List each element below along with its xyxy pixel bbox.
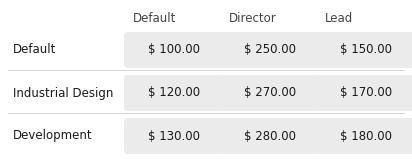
Text: $ 180.00: $ 180.00	[340, 129, 392, 142]
Text: Director: Director	[229, 11, 277, 24]
FancyBboxPatch shape	[316, 32, 412, 68]
FancyBboxPatch shape	[220, 118, 320, 154]
Text: $ 150.00: $ 150.00	[340, 44, 392, 56]
FancyBboxPatch shape	[316, 75, 412, 111]
Text: $ 270.00: $ 270.00	[244, 86, 296, 100]
Text: $ 100.00: $ 100.00	[148, 44, 200, 56]
FancyBboxPatch shape	[124, 32, 224, 68]
Text: $ 130.00: $ 130.00	[148, 129, 200, 142]
Text: $ 120.00: $ 120.00	[148, 86, 200, 100]
Text: Development: Development	[13, 129, 93, 142]
Text: $ 280.00: $ 280.00	[244, 129, 296, 142]
Text: Industrial Design: Industrial Design	[13, 86, 113, 100]
FancyBboxPatch shape	[316, 118, 412, 154]
Text: $ 170.00: $ 170.00	[340, 86, 392, 100]
Text: $ 250.00: $ 250.00	[244, 44, 296, 56]
FancyBboxPatch shape	[220, 32, 320, 68]
FancyBboxPatch shape	[220, 75, 320, 111]
FancyBboxPatch shape	[124, 118, 224, 154]
Text: Lead: Lead	[325, 11, 353, 24]
Text: Default: Default	[133, 11, 176, 24]
Text: Default: Default	[13, 44, 56, 56]
FancyBboxPatch shape	[124, 75, 224, 111]
